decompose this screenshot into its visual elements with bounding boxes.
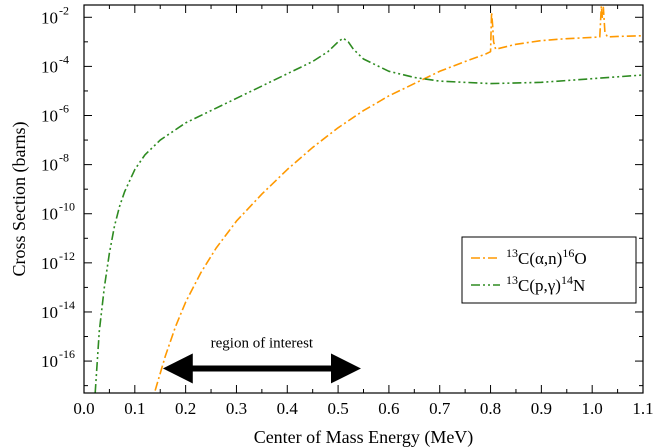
annotation-layer: region of interest [162, 335, 361, 384]
x-tick-label: 0.7 [429, 399, 451, 418]
y-tick-exponent: -8 [59, 151, 69, 165]
series-line-0 [154, 5, 644, 391]
y-tick-label: 10 -4 [41, 52, 69, 76]
y-tick-label: 10 -2 [41, 3, 69, 27]
y-tick-base: 10 [41, 107, 58, 126]
x-tick-label: 1.0 [582, 399, 603, 418]
legend-label-part: 14 [561, 273, 573, 287]
legend-label-1: 13C(p,γ)14N [506, 273, 585, 295]
legend-label-part: C(α,n) [518, 249, 562, 268]
y-tick-exponent: -14 [59, 298, 75, 312]
x-tick-label: 0.9 [531, 399, 552, 418]
y-tick-exponent: -16 [59, 347, 75, 361]
y-tick-label: 10 -16 [41, 347, 75, 371]
y-tick-base: 10 [41, 254, 58, 273]
y-tick-base: 10 [41, 57, 58, 76]
y-tick-exponent: -4 [59, 52, 69, 66]
y-tick-label: 10 -10 [41, 200, 75, 224]
x-tick-label: 1.1 [632, 399, 653, 418]
y-tick-label: 10 -6 [41, 102, 69, 126]
y-tick-exponent: -6 [59, 102, 69, 116]
legend-box [461, 236, 637, 304]
x-tick-label: 0.3 [226, 399, 247, 418]
x-tick-label: 0.8 [480, 399, 501, 418]
y-tick-base: 10 [41, 303, 58, 322]
legend-label-part: 16 [562, 246, 574, 260]
x-axis-label: Center of Mass Energy (MeV) [254, 427, 474, 448]
y-tick-label: 10 -14 [41, 298, 75, 322]
x-tick-label: 0.1 [124, 399, 145, 418]
series-layer [94, 5, 644, 394]
legend-label-part: N [573, 276, 585, 295]
plot-frame [83, 4, 644, 394]
series-line-1 [94, 37, 644, 394]
legend-label-0: 13C(α,n)16O [506, 246, 587, 268]
y-tick-exponent: -2 [59, 3, 69, 17]
x-tick-label: 0.6 [378, 399, 399, 418]
x-tick-label: 0.4 [277, 399, 299, 418]
x-tick-label: 0.2 [175, 399, 196, 418]
y-tick-exponent: -10 [59, 200, 75, 214]
region-of-interest-label: region of interest [211, 335, 314, 351]
y-tick-exponent: -12 [59, 249, 75, 263]
y-tick-base: 10 [41, 156, 58, 175]
axis-ticks: 0.0 0.1 0.2 0.3 0.4 0.5 0.6 0.7 0.8 0.9 1.0 1.110 -2… [41, 3, 654, 418]
y-tick-base: 10 [41, 352, 58, 371]
legend-label-part: C(p,γ) [518, 276, 561, 295]
y-tick-label: 10 -12 [41, 249, 75, 273]
legend-label-part: 13 [506, 273, 518, 287]
legend-label-part: O [574, 249, 586, 268]
y-axis-label: Cross Section (barns) [9, 122, 30, 277]
y-tick-base: 10 [41, 205, 58, 224]
x-tick-label: 0.5 [327, 399, 348, 418]
x-tick-label: 0.0 [73, 399, 94, 418]
y-tick-base: 10 [41, 8, 58, 27]
y-tick-label: 10 -8 [41, 151, 69, 175]
legend-label-part: 13 [506, 246, 518, 260]
